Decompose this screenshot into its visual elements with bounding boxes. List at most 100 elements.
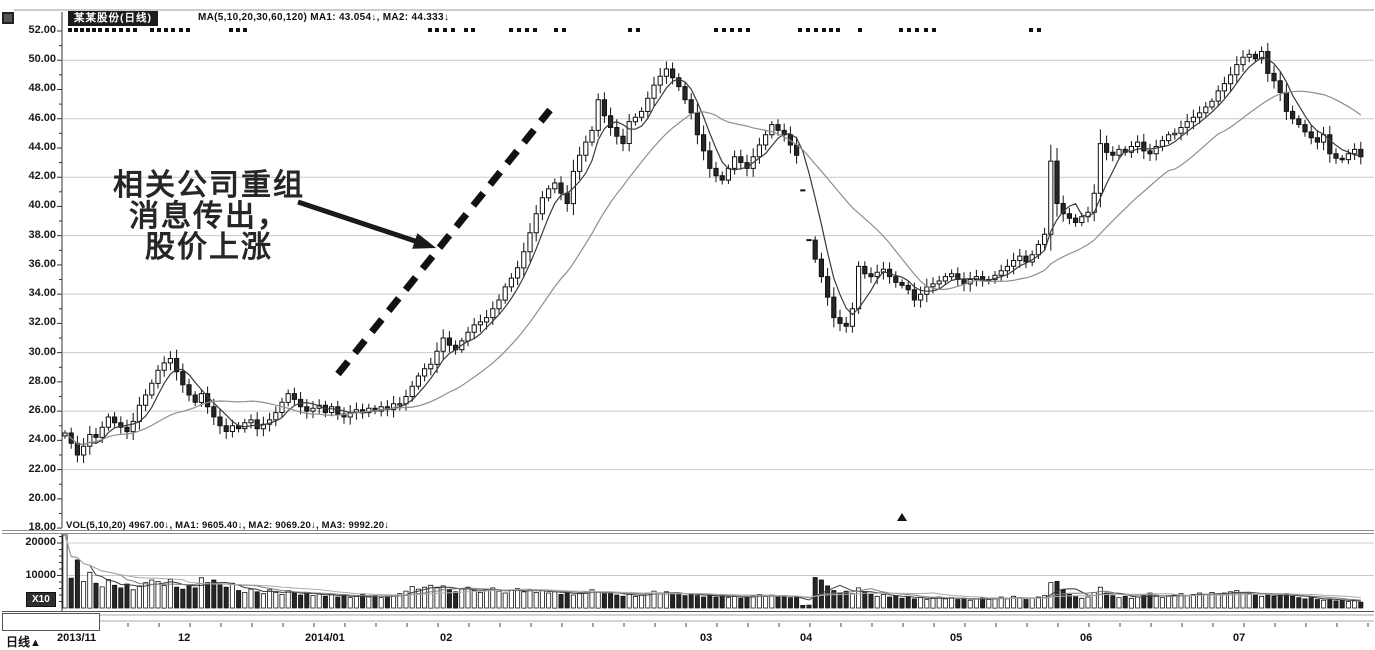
event-marker-icon: [722, 28, 726, 32]
annotation-arrow-head: [412, 233, 437, 249]
event-marker-icon: [435, 28, 439, 32]
event-marker-icon: [924, 28, 928, 32]
event-marker-icon: [533, 28, 537, 32]
event-marker-icon: [915, 28, 919, 32]
event-marker-icon: [636, 28, 640, 32]
y-axis-label: 38.00: [28, 228, 56, 241]
annotation-line-2: 消息传出，: [129, 200, 289, 233]
event-marker-icon: [822, 28, 826, 32]
up-volume-bars: [62, 534, 1358, 609]
event-marker-icon: [738, 28, 742, 32]
event-marker-icon: [562, 28, 566, 32]
y-axis-label: 44.00: [28, 140, 56, 153]
x-axis-label: 07: [1233, 632, 1246, 644]
event-marker-icon: [428, 28, 432, 32]
event-marker-icon: [628, 28, 632, 32]
annotation-line-1: 相关公司重组: [113, 169, 305, 202]
y-axis-label: 48.00: [28, 82, 56, 95]
event-marker-icon: [105, 28, 109, 32]
dashed-trend-line: [335, 107, 553, 377]
event-marker-icon: [1029, 28, 1033, 32]
period-selector[interactable]: 日线▲: [6, 633, 41, 650]
volume-multiplier-badge: X10: [26, 592, 56, 607]
event-marker-icon: [471, 28, 475, 32]
event-marker-icon: [112, 28, 116, 32]
event-marker-icon: [829, 28, 833, 32]
event-marker-icon: [98, 28, 102, 32]
x-axis-label: 04: [800, 632, 813, 644]
x-axis-label: 2014/01: [305, 632, 345, 644]
y-axis-label: 20.00: [28, 491, 56, 504]
event-marker-icon: [899, 28, 903, 32]
event-marker-icon: [517, 28, 521, 32]
event-marker-icon: [171, 28, 175, 32]
y-axis-label: 24.00: [28, 433, 56, 446]
event-marker-icon: [243, 28, 247, 32]
event-marker-icon: [126, 28, 130, 32]
y-axis-label: 26.00: [28, 404, 56, 417]
stock-title-badge[interactable]: 某某股份(日线): [68, 11, 158, 26]
event-marker-icon: [836, 28, 840, 32]
annotation-text: 相关公司重组 消息传出， 股价上涨: [89, 170, 329, 263]
x-axis-label: 05: [950, 632, 963, 644]
volume-indicator-readout: VOL(5,10,20) 4967.00↓, MA1: 9605.40↓, MA…: [66, 520, 390, 531]
event-marker-icon: [157, 28, 161, 32]
triangle-marker-icon: [897, 513, 907, 521]
y-axis-label: 22.00: [28, 462, 56, 475]
annotation-arrow-shaft: [297, 199, 422, 246]
price-ma-fast-line: [64, 56, 1361, 446]
event-marker-icon: [509, 28, 513, 32]
event-marker-icon: [730, 28, 734, 32]
ma-indicator-readout: MA(5,10,20,30,60,120) MA1: 43.054↓, MA2:…: [198, 12, 450, 23]
event-marker-icon: [714, 28, 718, 32]
scrollbar-thumb[interactable]: [2, 613, 100, 631]
y-axis-label: 42.00: [28, 170, 56, 183]
volume-axis-label: 10000: [25, 568, 56, 581]
up-candles: [62, 51, 1358, 456]
y-axis-label: 46.00: [28, 111, 56, 124]
y-axis-label: 36.00: [28, 257, 56, 270]
event-marker-icon: [1037, 28, 1041, 32]
price-ma-slow-line: [64, 90, 1362, 446]
period-dropdown-icon: ▲: [30, 637, 41, 649]
event-marker-icon: [443, 28, 447, 32]
volume-axis-label: 20000: [25, 536, 56, 548]
event-marker-icon: [525, 28, 529, 32]
down-volume-bars: [68, 559, 1364, 609]
event-marker-icon: [74, 28, 78, 32]
event-marker-icon: [92, 28, 96, 32]
event-marker-icon: [932, 28, 936, 32]
x-axis-label: 06: [1080, 632, 1093, 644]
x-axis-label: 12: [178, 632, 191, 644]
event-marker-icon: [68, 28, 72, 32]
down-candles: [68, 51, 1364, 456]
event-marker-icon: [80, 28, 84, 32]
event-marker-icon: [907, 28, 911, 32]
event-marker-icon: [164, 28, 168, 32]
y-axis-label: 40.00: [28, 199, 56, 212]
event-marker-icon: [229, 28, 233, 32]
event-marker-icon: [806, 28, 810, 32]
volume-ma3-line: [64, 534, 1361, 599]
one-price-candles: [800, 189, 812, 242]
x-axis-label: 02: [440, 632, 453, 644]
event-marker-icon: [179, 28, 183, 32]
annotation-line-3: 股价上涨: [145, 231, 273, 264]
event-marker-icon: [858, 28, 862, 32]
event-marker-icon: [133, 28, 137, 32]
event-marker-icon: [186, 28, 190, 32]
y-axis-label: 34.00: [28, 287, 56, 300]
event-marker-icon: [451, 28, 455, 32]
y-axis-label: 18.00: [28, 521, 56, 534]
event-marker-icon: [150, 28, 154, 32]
event-marker-icon: [86, 28, 90, 32]
volume-ma1-line: [64, 534, 1361, 602]
event-marker-icon: [554, 28, 558, 32]
event-marker-icon: [464, 28, 468, 32]
period-label-text: 日线: [6, 635, 31, 649]
event-marker-icon: [119, 28, 123, 32]
y-axis-label: 50.00: [28, 53, 56, 66]
window-icon[interactable]: [2, 12, 14, 24]
